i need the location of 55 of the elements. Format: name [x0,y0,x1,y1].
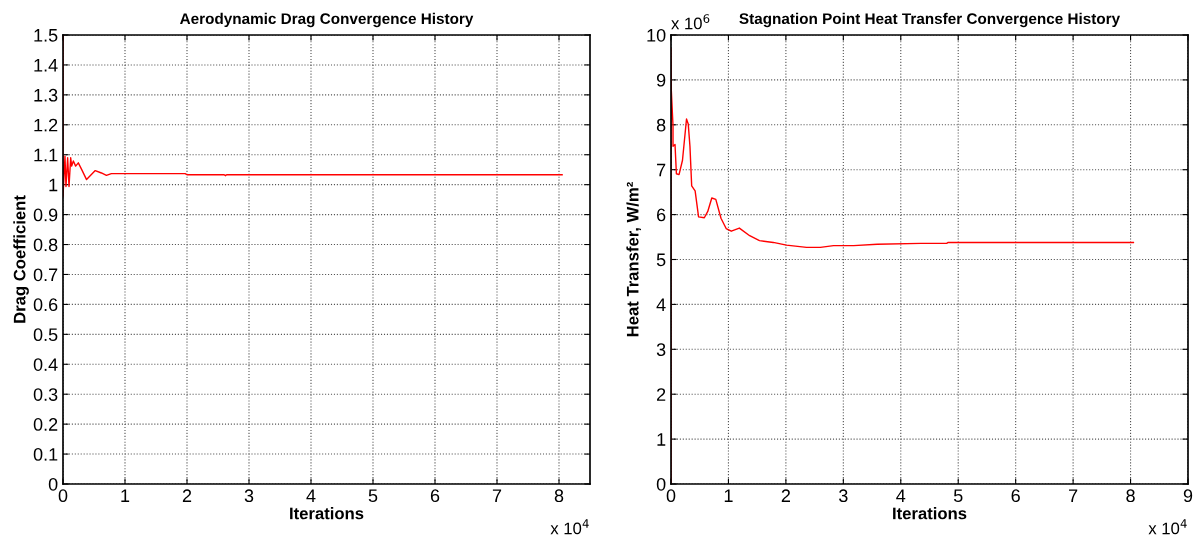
y-tick-label: 1.2 [34,118,58,132]
x-tick-label: 4 [896,489,906,502]
x-tick-label: 1 [724,489,733,502]
y-tick-label: 6 [657,208,666,222]
x-tick-label: 0 [666,489,676,503]
y-tick-label: 9 [656,73,666,87]
x-tick-label: 4 [306,489,316,502]
y-tick-label: 7 [657,163,666,177]
y-tick-label: 0.1 [33,448,58,461]
text: x 10$^{4}$ [550,519,589,535]
y-tick-label: 0 [656,477,666,491]
x-tick-label: 5 [368,489,378,503]
y-tick-label: 3 [656,343,666,357]
text: x 10$^{6}$ [671,14,710,30]
y-tick-label: 1 [49,178,58,192]
y-axis-title: Heat Transfer, W/m² [626,182,642,337]
x-axis-title: Iterations [290,507,364,520]
x-tick-label: 6 [430,489,440,503]
text: x 10$^{4}$ [1148,519,1187,535]
x-tick-label: 1 [121,489,130,502]
x-tick-label: 7 [492,489,502,502]
x-tick-label: 0 [58,489,68,503]
chart-title: Stagnation Point Heat Transfer Convergence History [739,12,1121,28]
y-tick-label: 0.3 [33,388,58,401]
y-tick-label: 1.5 [34,29,58,42]
chart-title: Aerodynamic Drag Convergence History [180,12,474,28]
x-tick-label: 9 [1183,489,1193,503]
y-tick-label: 1.1 [34,148,58,162]
x-tick-label: 2 [781,489,790,502]
x-tick-label: 8 [554,489,564,503]
y-tick-label: 4 [656,298,666,311]
y-tick-label: 0.8 [33,238,58,252]
x-tick-label: 3 [839,489,848,503]
y-tick-label: 0.4 [33,358,58,371]
y-tick-label: 5 [656,253,666,267]
y-tick-label: 8 [656,118,666,132]
x-tick-label: 6 [1011,489,1020,503]
y-tick-label: 0.6 [33,298,58,312]
y-tick-label: 0.2 [33,418,58,431]
y-tick-label: 10 [647,28,666,42]
x-tick-label: 5 [953,489,963,503]
x-axis-title: Iterations [893,507,967,520]
x-tick-label: 3 [244,489,254,503]
y-axis-title: Drag Coefficient [13,195,29,323]
y-tick-label: 2 [657,388,666,401]
y-tick-label: 0 [48,477,58,491]
x-tick-label: 8 [1126,489,1135,503]
y-tick-label: 0.5 [33,328,58,342]
y-tick-label: 0.9 [33,208,58,222]
x-tick-label: 7 [1069,489,1078,502]
y-tick-label: 1.4 [34,59,58,72]
y-tick-label: 1.3 [34,88,58,102]
y-tick-label: 0.7 [33,268,58,282]
x-tick-label: 2 [182,489,192,502]
y-tick-label: 1 [657,433,666,446]
